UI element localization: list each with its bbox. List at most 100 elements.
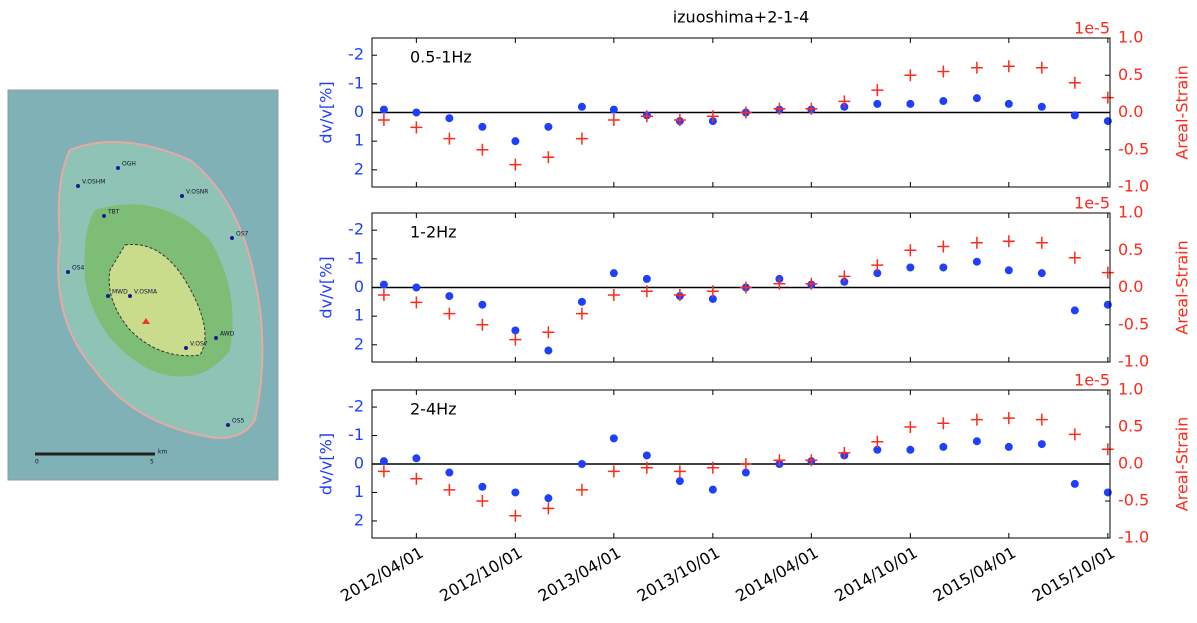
y2-offset-label: 1e-5 — [1074, 19, 1110, 38]
dvv-point — [445, 292, 453, 300]
strain-point — [740, 282, 752, 294]
strain-point — [674, 465, 686, 477]
strain-point — [608, 114, 620, 126]
strain-point — [1069, 77, 1081, 89]
dvv-point — [380, 457, 388, 465]
strain-point — [378, 114, 390, 126]
dvv-point — [1038, 269, 1046, 277]
y2-tick-label: 0.0 — [1118, 454, 1143, 473]
station-label: TBT — [107, 209, 120, 216]
y-tick-label: -1 — [348, 73, 364, 92]
dvv-point — [380, 106, 388, 114]
station-dot — [106, 294, 110, 298]
strain-point — [904, 69, 916, 81]
station-dot — [116, 166, 120, 170]
y-tick-label: 1 — [354, 482, 364, 501]
dvv-point — [578, 103, 586, 111]
y2-axis-label: Areal-Strain — [1173, 417, 1192, 511]
strain-point — [509, 159, 521, 171]
dvv-point — [1038, 440, 1046, 448]
strain-point — [904, 244, 916, 256]
strain-point — [904, 421, 916, 433]
strain-point — [1102, 92, 1114, 104]
y-axis-label: dv/v[%] — [317, 81, 336, 143]
panel-label: 2-4Hz — [410, 400, 457, 419]
dvv-point — [511, 326, 519, 334]
dvv-point — [478, 483, 486, 491]
y-axis-label: dv/v[%] — [317, 256, 336, 318]
strain-point — [1036, 237, 1048, 249]
strain-point — [838, 447, 850, 459]
y2-offset-label: 1e-5 — [1074, 371, 1110, 390]
strain-point — [740, 107, 752, 119]
strain-point — [378, 465, 390, 477]
dvv-point — [445, 469, 453, 477]
dvv-point — [906, 100, 914, 108]
dvv-point — [873, 100, 881, 108]
station-label: MWD — [112, 289, 128, 296]
x-tick-label: 2014/10/01 — [831, 543, 920, 606]
station-dot — [230, 236, 234, 240]
dvv-point — [1071, 111, 1079, 119]
strain-point — [608, 289, 620, 301]
station-dot — [66, 270, 70, 274]
dvv-point — [478, 123, 486, 131]
dvv-point — [412, 109, 420, 117]
dvv-point — [478, 301, 486, 309]
x-tick-label: 2013/04/01 — [535, 543, 624, 606]
strain-point — [1003, 235, 1015, 247]
x-tick-label: 2015/04/01 — [930, 543, 1019, 606]
y2-tick-label: 0.0 — [1118, 277, 1143, 296]
strain-point — [443, 484, 455, 496]
dvv-point — [643, 451, 651, 459]
station-label: V.OSHM — [82, 179, 105, 186]
y-tick-label: -2 — [348, 397, 364, 416]
y2-offset-label: 1e-5 — [1074, 194, 1110, 213]
y-axis-label: dv/v[%] — [317, 433, 336, 495]
dvv-point — [1038, 103, 1046, 111]
strain-point — [476, 319, 488, 331]
y2-tick-label: -1.0 — [1118, 352, 1149, 371]
strain-point — [576, 484, 588, 496]
station-dot — [128, 294, 132, 298]
x-tick-label: 2014/04/01 — [732, 543, 821, 606]
y2-tick-label: 0.5 — [1118, 240, 1143, 259]
y2-tick-label: 0.0 — [1118, 102, 1143, 121]
y-tick-label: 0 — [354, 454, 364, 473]
strain-point — [608, 465, 620, 477]
y-tick-label: -1 — [348, 248, 364, 267]
scale-label: km — [158, 449, 167, 456]
panel-label: 0.5-1Hz — [410, 48, 472, 67]
dvv-point — [610, 434, 618, 442]
dvv-point — [1071, 306, 1079, 314]
dvv-point — [610, 269, 618, 277]
chart-title: izuoshima+2-1-4 — [673, 8, 810, 27]
dvv-point — [906, 263, 914, 271]
y-tick-label: 2 — [354, 159, 364, 178]
y2-tick-label: 0.5 — [1118, 417, 1143, 436]
y-tick-label: 1 — [354, 131, 364, 150]
strain-point — [1069, 252, 1081, 264]
dvv-point — [544, 123, 552, 131]
y2-tick-label: -0.5 — [1118, 314, 1149, 333]
dvv-point — [544, 347, 552, 355]
dvv-point — [1005, 266, 1013, 274]
station-label: OS7 — [236, 231, 249, 238]
y-tick-label: -1 — [348, 425, 364, 444]
y-tick-label: 0 — [354, 277, 364, 296]
dvv-point — [412, 454, 420, 462]
station-dot — [180, 194, 184, 198]
strain-point — [542, 502, 554, 514]
strain-point — [1036, 414, 1048, 426]
strain-point — [674, 289, 686, 301]
dvv-point — [511, 137, 519, 145]
station-label: OGH — [122, 161, 136, 168]
strain-point — [1003, 412, 1015, 424]
dvv-point — [380, 281, 388, 289]
dvv-point — [1005, 443, 1013, 451]
y2-tick-label: -0.5 — [1118, 139, 1149, 158]
y2-tick-label: -1.0 — [1118, 528, 1149, 547]
station-dot — [226, 423, 230, 427]
scale-label: 5 — [150, 459, 154, 466]
y2-axis-label: Areal-Strain — [1173, 65, 1192, 159]
